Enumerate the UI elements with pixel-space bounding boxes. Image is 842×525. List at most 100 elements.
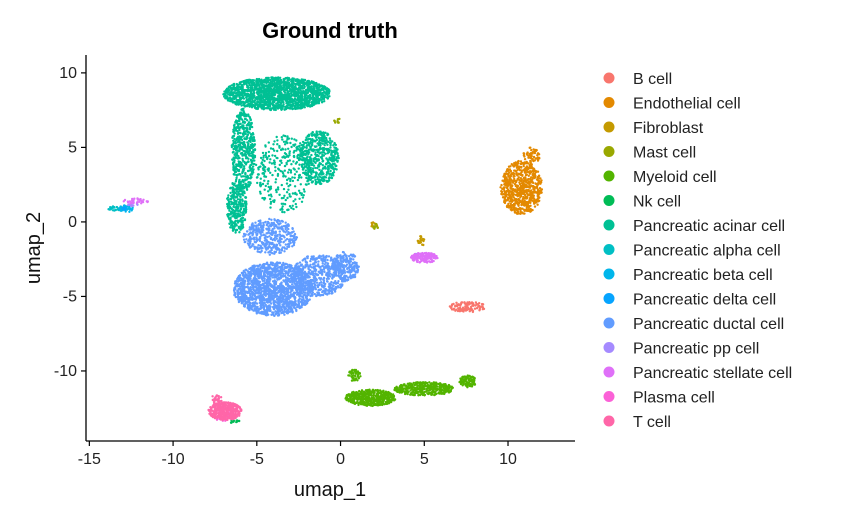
data-point [263, 188, 266, 191]
data-point [307, 85, 310, 88]
data-point [244, 113, 248, 116]
data-point [335, 168, 338, 171]
data-point [335, 150, 338, 153]
data-point [439, 387, 442, 390]
data-point [525, 197, 528, 200]
data-point [515, 212, 519, 215]
data-point [508, 168, 512, 171]
data-point [239, 117, 242, 120]
data-point [270, 92, 273, 96]
data-point [326, 168, 329, 171]
data-point [428, 388, 431, 392]
data-point [298, 163, 301, 166]
data-point [267, 185, 270, 189]
data-point [297, 89, 300, 92]
data-point [348, 395, 352, 398]
data-point [381, 395, 385, 398]
data-point [292, 200, 295, 203]
data-point [259, 80, 262, 84]
data-point [227, 194, 230, 197]
data-point [519, 196, 522, 199]
data-point [513, 209, 516, 212]
data-point [313, 156, 317, 160]
data-point [241, 126, 244, 129]
data-point [371, 390, 375, 393]
series-myeloid-cell [344, 368, 477, 408]
data-point [242, 92, 245, 95]
data-point [468, 303, 471, 306]
data-point [278, 106, 281, 109]
data-point [509, 181, 512, 185]
data-point [319, 172, 322, 175]
data-point [386, 391, 389, 394]
data-point [379, 397, 382, 400]
data-point [299, 91, 302, 95]
data-point [243, 208, 246, 212]
data-point [248, 126, 252, 130]
data-point [236, 99, 239, 102]
data-point [251, 132, 254, 136]
data-point [311, 88, 315, 91]
data-point [302, 79, 306, 82]
data-point [254, 86, 257, 89]
data-point [374, 394, 377, 398]
data-point [240, 161, 243, 165]
data-point [532, 191, 535, 194]
data-point [359, 395, 363, 398]
data-point [407, 387, 410, 390]
data-point [243, 137, 246, 140]
data-point [520, 189, 523, 192]
data-point [249, 174, 252, 177]
data-point [240, 111, 243, 115]
data-point [412, 381, 415, 385]
data-point [418, 381, 421, 384]
data-point [325, 162, 328, 165]
data-point [247, 183, 250, 187]
data-point [529, 161, 532, 165]
data-point [235, 228, 239, 232]
data-point [510, 187, 513, 191]
data-point [413, 383, 416, 386]
data-point [531, 184, 535, 188]
data-point [322, 149, 325, 152]
data-point [426, 389, 430, 392]
data-point [243, 143, 247, 147]
data-point [327, 148, 331, 151]
data-point [290, 80, 293, 83]
data-point [247, 144, 250, 147]
data-point [337, 121, 340, 124]
data-point [243, 160, 246, 164]
data-point [309, 105, 312, 108]
data-point [318, 85, 322, 88]
data-point [423, 393, 427, 397]
data-point [253, 88, 256, 92]
data-point [308, 99, 311, 102]
data-point [227, 212, 230, 216]
data-point [464, 309, 468, 312]
data-point [230, 207, 233, 210]
data-point [235, 119, 238, 122]
data-point [310, 163, 313, 167]
data-point [502, 188, 505, 191]
data-point [280, 108, 283, 111]
data-point [283, 93, 286, 97]
data-point [530, 199, 533, 202]
data-point [535, 200, 538, 204]
data-point [352, 399, 355, 402]
data-point [298, 197, 301, 200]
data-point [287, 77, 291, 80]
data-point [232, 165, 235, 168]
data-point [322, 146, 326, 150]
data-point [455, 308, 458, 311]
data-point [255, 81, 258, 84]
series-fibroblast [370, 221, 426, 247]
data-point [238, 102, 241, 106]
data-point [369, 401, 373, 404]
data-point [388, 398, 391, 402]
data-point [323, 137, 326, 140]
data-point [235, 146, 238, 150]
data-point [431, 389, 434, 392]
data-point [279, 81, 282, 84]
data-point [271, 94, 274, 98]
data-point [423, 384, 427, 387]
